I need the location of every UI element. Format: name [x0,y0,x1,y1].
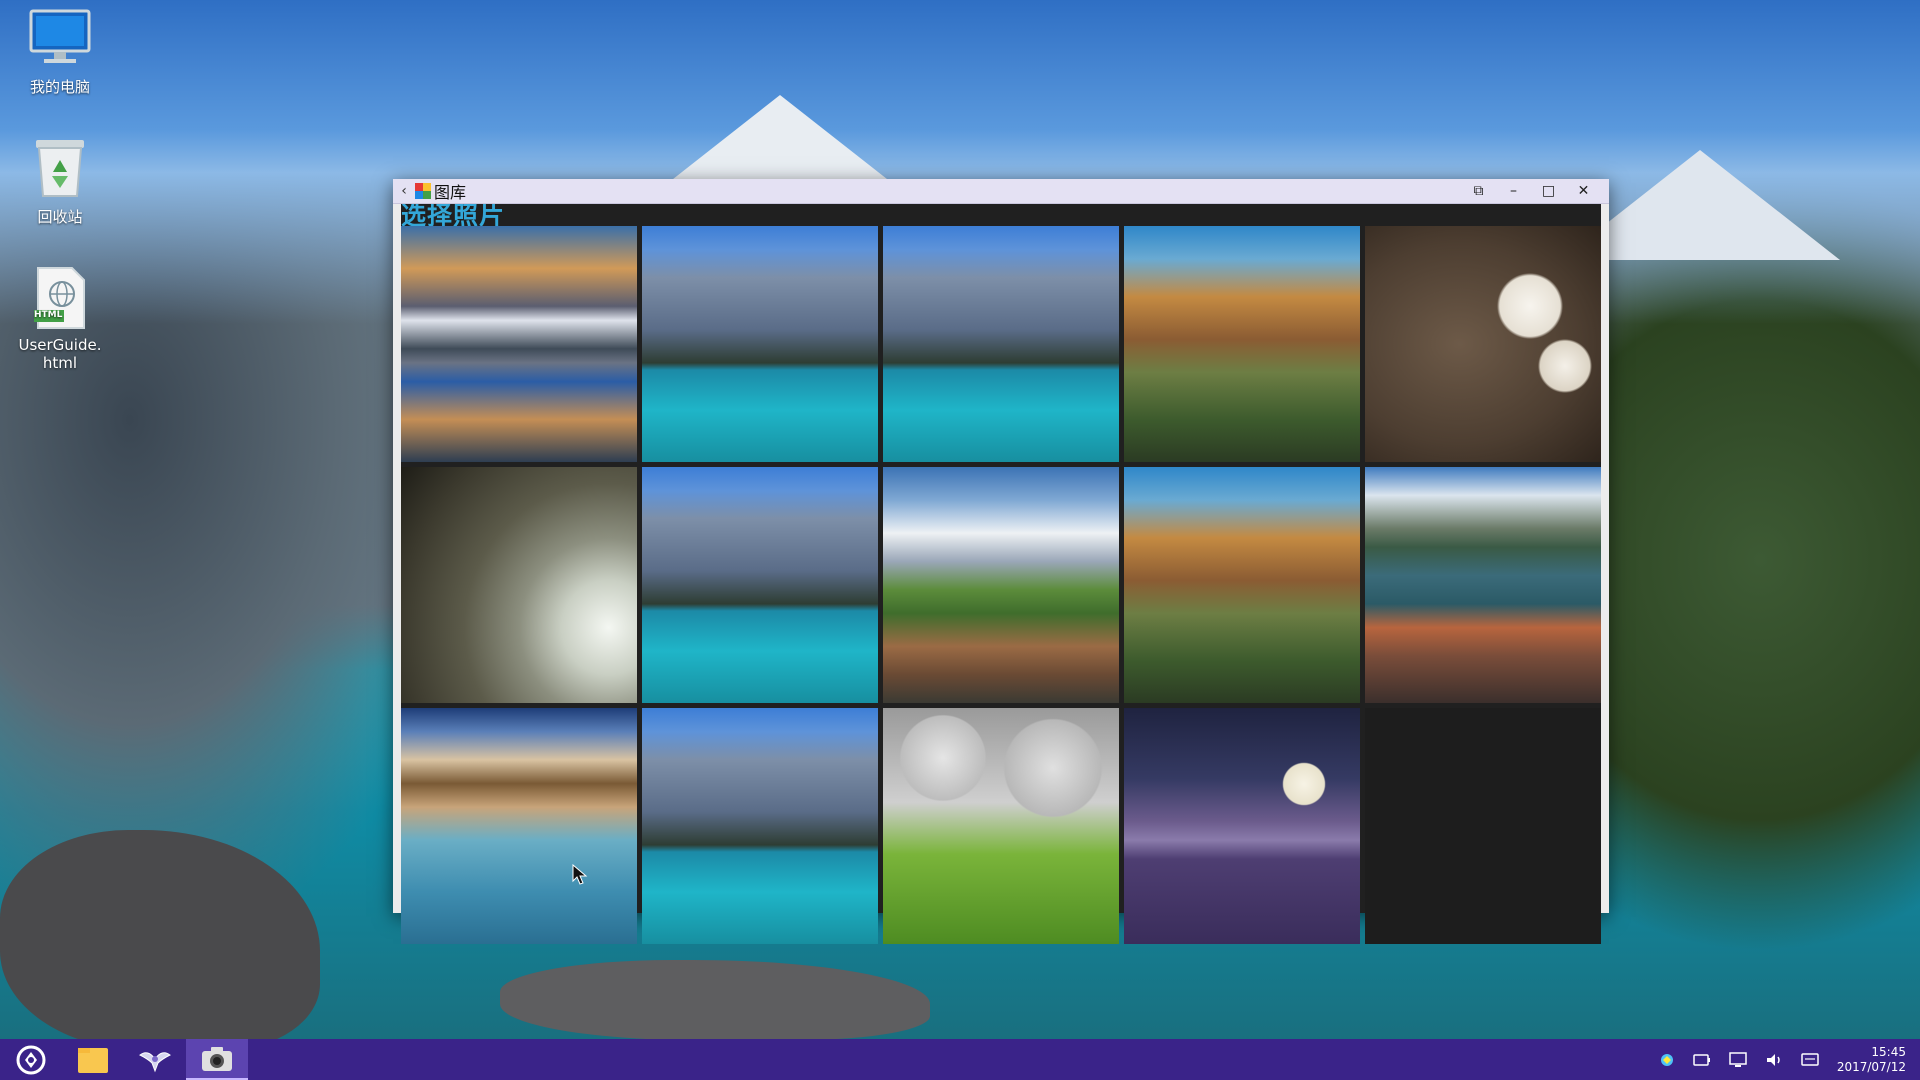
bird-app-button[interactable] [124,1039,186,1080]
canyon-photo[interactable] [1124,226,1360,462]
empty-grid-cell [1365,708,1601,944]
gallery-content: 选择照片 [401,204,1601,944]
start-menu-button[interactable] [0,1039,62,1080]
gallery-header: 选择照片 [401,204,1601,226]
clock-time: 15:45 [1871,1044,1906,1059]
select-photo-title: 选择照片 [401,204,506,226]
window-controls: ⧉ – □ ✕ [1461,179,1601,203]
network-status-icon[interactable] [1659,1052,1675,1068]
html-badge: HTML [34,310,63,320]
desktop-icon-userguide[interactable]: HTML UserGuide. html [14,266,106,372]
window-titlebar[interactable]: ‹ 图库 ⧉ – □ ✕ [393,179,1609,204]
gallery-app-icon [415,183,431,199]
canyon-photo[interactable] [1124,467,1360,703]
camera-app-button[interactable] [186,1039,248,1080]
maximize-button[interactable]: □ [1541,183,1556,199]
html-file-icon: HTML [28,266,92,330]
moraine-lake-photo[interactable] [642,708,878,944]
battery-icon[interactable] [1693,1053,1711,1066]
file-manager-button[interactable] [62,1039,124,1080]
night-moon-lake-photo[interactable] [1124,708,1360,944]
minimize-button[interactable]: – [1510,183,1517,199]
mountain-lake-photo[interactable] [1365,467,1601,703]
volume-icon[interactable] [1765,1052,1783,1068]
start-menu-icon [16,1045,46,1074]
moraine-lake-photo[interactable] [642,226,878,462]
desktop-wallpaper-rock [0,830,320,1050]
tropical-pier-photo[interactable] [401,708,637,944]
popout-button[interactable]: ⧉ [1473,183,1484,199]
window-title: 图库 [434,183,467,202]
system-tray: 15:45 2017/07/12 [1659,1039,1906,1080]
fractal-flower-photo[interactable] [401,467,637,703]
moraine-lake-photo[interactable] [883,226,1119,462]
desktop-icon-label: UserGuide. html [18,336,102,372]
moraine-lake-photo[interactable] [642,467,878,703]
close-button[interactable]: ✕ [1577,183,1590,199]
file-manager-icon [78,1047,108,1073]
patagonia-peaks-photo[interactable] [883,467,1119,703]
recycle-bin-icon [28,136,92,200]
bird-app-icon [139,1051,171,1072]
back-button[interactable]: ‹ [401,183,407,199]
desktop-icon-label: 回收站 [37,208,83,226]
moons-tree-photo[interactable] [883,708,1119,944]
desktop-icon-label: 我的电脑 [29,78,90,96]
lake-sunset-photo[interactable] [401,226,637,462]
message-icon[interactable] [1801,1052,1819,1068]
desktop-icon-recycle-bin[interactable]: 回收站 [14,136,106,227]
clock[interactable]: 15:45 2017/07/12 [1837,1045,1906,1075]
computer-icon [28,6,92,70]
photo-grid [401,226,1601,944]
desktop-wallpaper-rock [500,960,930,1040]
display-icon[interactable] [1729,1051,1747,1068]
taskbar: 15:45 2017/07/12 [0,1039,1920,1080]
camera-app-icon [202,1046,232,1071]
gallery-window: ‹ 图库 ⧉ – □ ✕ 选择照片 [393,179,1609,944]
clock-date: 2017/07/12 [1836,1059,1906,1074]
mouse-cursor-icon [572,864,588,885]
desktop-icon-my-computer[interactable]: 我的电脑 [14,6,106,97]
cherry-blossom-photo[interactable] [1365,226,1601,462]
